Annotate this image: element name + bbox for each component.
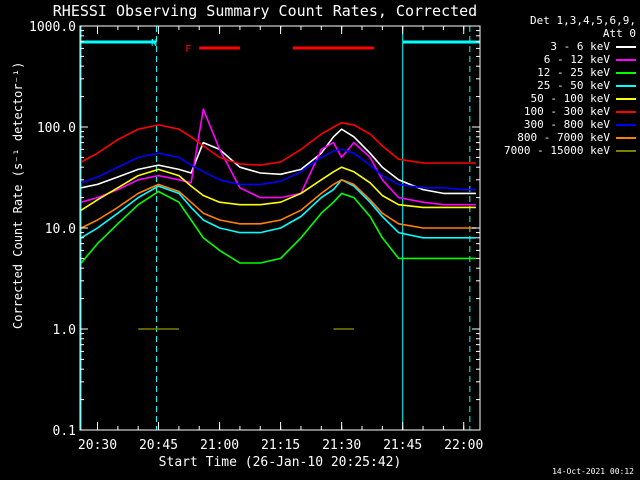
chart-title: RHESSI Observing Summary Count Rates, Co… <box>52 2 478 20</box>
legend-item: 50 - 100 keV <box>476 92 636 105</box>
legend-item: 3 - 6 keV <box>476 40 636 53</box>
flag-bars: NF <box>80 38 480 55</box>
x-tick-label: 22:00 <box>444 438 483 453</box>
legend-item: 7000 - 15000 keV <box>476 144 636 157</box>
y-tick-label: 100.0 <box>37 121 76 136</box>
legend-swatch <box>616 58 636 61</box>
series-line-4 <box>80 179 476 239</box>
generation-timestamp: 14-Oct-2021 00:12 <box>552 467 634 476</box>
legend-label: 3 - 6 keV <box>550 40 610 53</box>
series-line-2 <box>80 108 476 206</box>
legend-label: 300 - 800 keV <box>523 118 610 131</box>
legend-item: 300 - 800 keV <box>476 118 636 131</box>
flag-label: F <box>185 44 191 55</box>
legend-header-line-1: Det 1,3,4,5,6,9, <box>530 14 636 27</box>
legend-label: 25 - 50 keV <box>537 79 610 92</box>
series-line-3 <box>80 190 476 264</box>
legend-swatch <box>616 71 636 74</box>
legend-swatch <box>616 45 636 48</box>
series-line-7 <box>80 148 476 191</box>
x-tick-label: 20:30 <box>78 438 117 453</box>
x-tick-label: 21:15 <box>261 438 300 453</box>
legend-swatch <box>616 110 636 113</box>
flag-label: N <box>151 38 157 49</box>
series-line-1 <box>81 128 476 195</box>
legend-label: 6 - 12 keV <box>543 53 610 66</box>
legend-swatch <box>616 84 636 87</box>
y-tick-label: 10.0 <box>45 222 76 237</box>
chart-axes <box>79 25 481 431</box>
legend-label: 100 - 300 keV <box>523 105 610 118</box>
y-axis-label: Corrected Count Rate (s⁻¹ detector⁻¹) <box>11 61 25 329</box>
legend-label: 50 - 100 keV <box>530 92 610 105</box>
x-tick-label: 21:45 <box>383 438 422 453</box>
legend-swatch <box>616 97 636 100</box>
x-tick-label: 21:30 <box>322 438 361 453</box>
legend-label: 7000 - 15000 keV <box>504 144 610 157</box>
legend: Det 1,3,4,5,6,9, Att 0 3 - 6 keV 6 - 12 k… <box>476 14 636 157</box>
series-line-5 <box>80 166 476 211</box>
legend-item: 6 - 12 keV <box>476 53 636 66</box>
series-line-6 <box>80 122 476 166</box>
series-line-8 <box>80 179 476 229</box>
x-tick-label: 21:00 <box>200 438 239 453</box>
legend-swatch <box>616 123 636 126</box>
y-tick-label: 1.0 <box>53 323 76 338</box>
time-markers <box>80 26 471 430</box>
legend-swatch <box>616 136 636 139</box>
legend-label: 800 - 7000 keV <box>517 131 610 144</box>
legend-header-line-2: Att 0 <box>602 27 636 40</box>
legend-item: 25 - 50 keV <box>476 79 636 92</box>
legend-item: 800 - 7000 keV <box>476 131 636 144</box>
legend-swatch <box>616 149 636 152</box>
x-tick-label: 20:45 <box>139 438 178 453</box>
series-lines <box>80 108 476 330</box>
y-tick-label: 1000.0 <box>29 20 76 35</box>
legend-item: 12 - 25 keV <box>476 66 636 79</box>
legend-label: 12 - 25 keV <box>537 66 610 79</box>
tick-labels: 1000.0 100.0 10.0 1.0 0.120:30 20:45 21:00 21:1… <box>29 20 483 453</box>
legend-item: 100 - 300 keV <box>476 105 636 118</box>
x-axis-label: Start Time (26-Jan-10 20:25:42) <box>158 455 402 470</box>
y-tick-label: 0.1 <box>53 424 76 439</box>
